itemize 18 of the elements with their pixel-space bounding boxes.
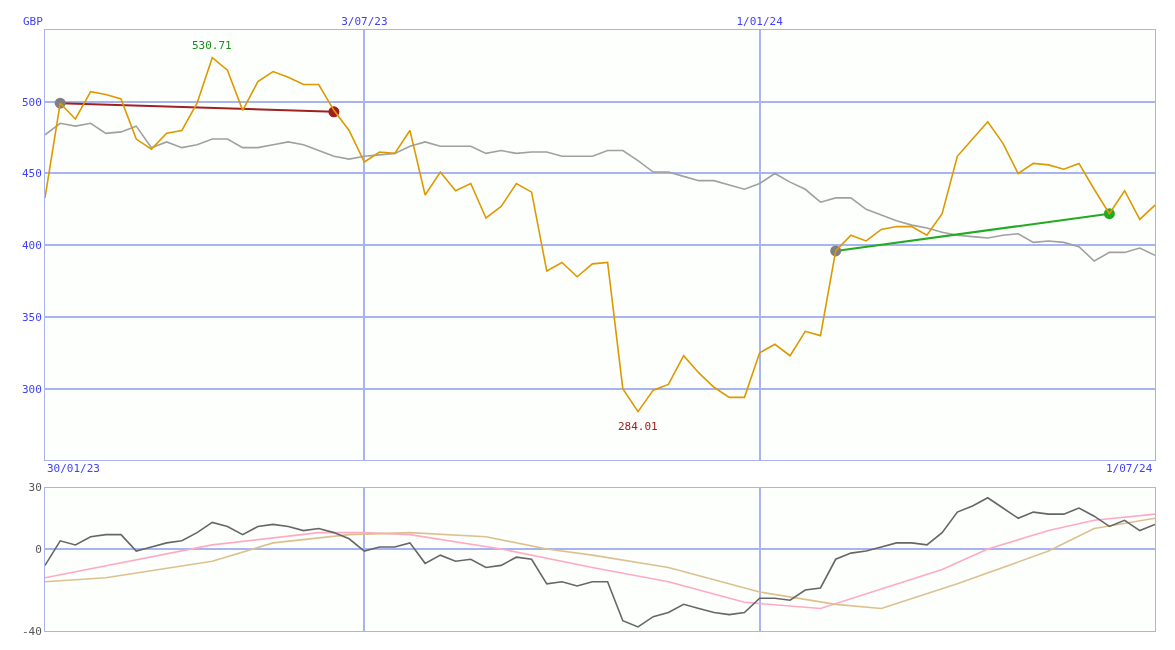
y-tick-label: 0	[35, 542, 42, 556]
annotation: 530.71	[192, 39, 232, 52]
x-tick-label: 1/01/24	[736, 14, 784, 28]
text: 1/07/24	[1106, 462, 1153, 475]
y-tick-label: 350	[21, 310, 42, 324]
y-tick-label: 300	[21, 382, 42, 396]
annotation: 284.01	[618, 420, 658, 433]
x-tick-label: 3/07/23	[341, 14, 388, 28]
y-tick-label: 500	[21, 95, 42, 109]
y-tick-label: 450	[21, 167, 42, 181]
y-tick-label: 400	[21, 239, 42, 253]
y-tick-label: 30	[28, 481, 42, 495]
line-series	[45, 56, 1155, 413]
y-axis-title: GBP	[23, 15, 44, 28]
text: 30/01/23	[47, 462, 100, 475]
line-series	[45, 496, 1155, 628]
line-series	[45, 122, 1155, 262]
y-tick-label: -40	[21, 624, 42, 638]
